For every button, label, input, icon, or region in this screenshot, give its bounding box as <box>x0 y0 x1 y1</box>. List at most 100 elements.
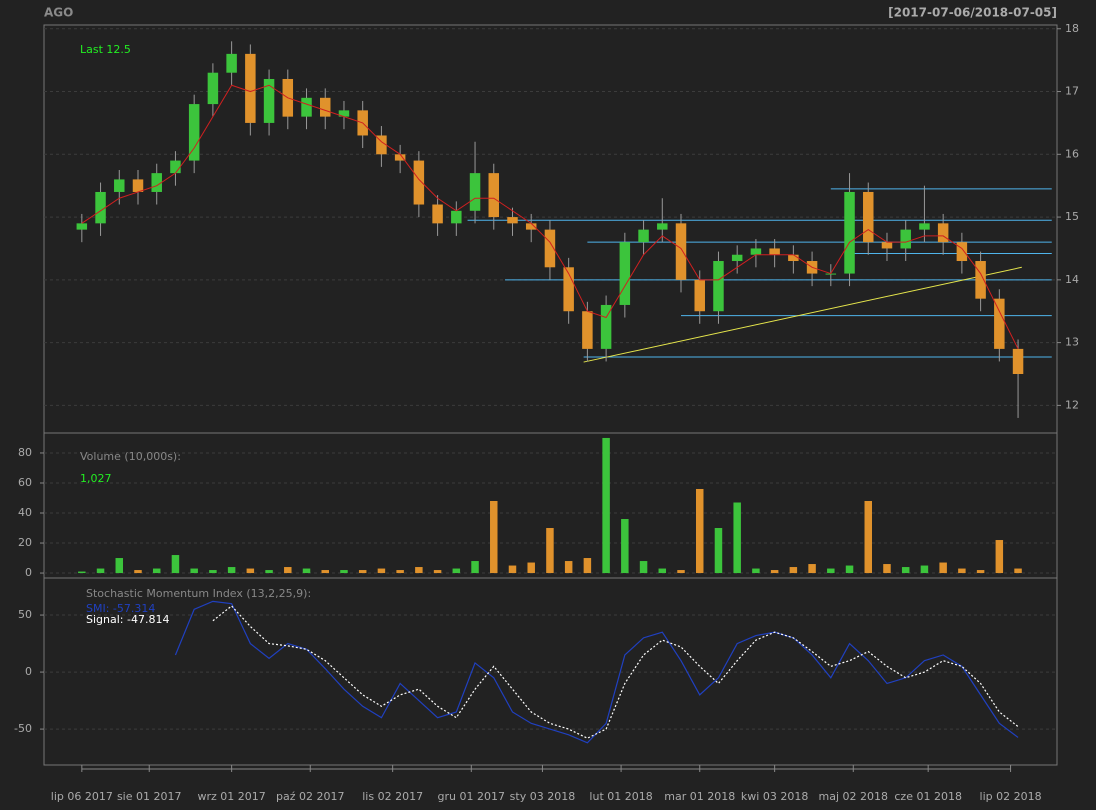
volume-bar <box>770 570 779 574</box>
volume-bar <box>134 570 142 574</box>
volume-bar <box>78 571 86 574</box>
volume-bar <box>864 500 873 574</box>
volume-bar <box>695 488 704 574</box>
y-tick-label: 40 <box>18 506 32 519</box>
candle-body <box>582 311 593 349</box>
volume-bar <box>677 570 685 574</box>
candle-body <box>675 223 687 280</box>
volume-bar <box>152 568 161 574</box>
candle-body <box>619 242 631 305</box>
candle-body <box>750 248 762 255</box>
y-tick-label: 0 <box>25 566 32 579</box>
candle-body <box>76 223 88 230</box>
volume-bar <box>340 570 348 574</box>
legend-entry: SMI: -57.314 <box>86 602 155 615</box>
candle-body <box>937 223 949 243</box>
candle-body <box>263 78 275 123</box>
candle-body <box>320 97 331 117</box>
volume-bar <box>752 568 760 574</box>
y-tick-label: 60 <box>18 476 32 489</box>
volume-bar <box>358 570 367 574</box>
candle-body <box>544 229 556 268</box>
panel-frame <box>43 577 1058 766</box>
y-tick-label: -50 <box>14 722 32 735</box>
volume-bar <box>639 561 648 574</box>
candle-body <box>207 72 219 105</box>
volume-bar <box>396 570 404 574</box>
candle-body <box>488 173 500 218</box>
x-tick-label: kwi 03 2018 <box>741 790 808 803</box>
x-tick-label: lip 06 2017 <box>51 790 113 803</box>
volume-bar <box>602 437 610 574</box>
candle-body <box>338 110 350 117</box>
volume-bar <box>471 561 479 574</box>
candle-body <box>188 104 200 161</box>
y-tick-label: 18 <box>1065 22 1079 35</box>
volume-bar <box>546 528 554 574</box>
volume-bar <box>789 567 798 574</box>
candle-body <box>956 242 968 262</box>
candle-body <box>95 191 106 224</box>
volume-bar <box>265 570 273 574</box>
volume-bar <box>284 567 292 574</box>
chart-title: AGO <box>44 6 73 20</box>
volume-bar <box>827 568 835 574</box>
volume-label: Volume (10,000s): <box>80 450 181 463</box>
candle-body <box>994 298 1005 349</box>
candle-body <box>863 191 874 243</box>
volume-bar <box>452 568 461 574</box>
volume-bar <box>321 570 329 574</box>
candle-body <box>769 248 780 255</box>
candle-body <box>151 173 162 192</box>
candle-body <box>713 261 724 312</box>
y-tick-label: 80 <box>18 446 32 459</box>
volume-bar <box>901 567 910 574</box>
candle-body <box>525 223 537 230</box>
y-tick-label: 20 <box>18 536 32 549</box>
x-tick-label: maj 02 2018 <box>819 790 889 803</box>
candle-body <box>844 191 855 274</box>
candle-body <box>731 254 743 262</box>
volume-bar <box>527 562 535 574</box>
candle-body <box>657 223 668 230</box>
smi-line <box>212 605 1019 739</box>
x-tick-label: sie 01 2017 <box>117 790 182 803</box>
candle-body <box>507 217 518 224</box>
volume-bar <box>995 540 1004 574</box>
volume-bar <box>845 565 854 574</box>
volume-bar <box>939 562 947 574</box>
volume-bar <box>415 567 423 574</box>
candle-body <box>881 242 893 249</box>
candle-body <box>432 204 443 224</box>
y-tick-label: 17 <box>1065 85 1079 98</box>
candle-body <box>469 173 481 211</box>
volume-bar <box>621 519 629 574</box>
volume-bar <box>733 502 741 574</box>
volume-bar <box>920 565 929 574</box>
y-tick-label: 13 <box>1065 336 1079 349</box>
volume-bar <box>433 570 442 574</box>
volume-last: 1,027 <box>80 472 112 485</box>
y-tick-label: 50 <box>18 608 32 621</box>
volume-bar <box>302 568 311 574</box>
candle-body <box>600 304 612 349</box>
legend-entry: Signal: -47.814 <box>86 613 169 626</box>
candle-body <box>170 160 181 174</box>
volume-bar <box>583 558 592 574</box>
volume-bar <box>490 500 498 574</box>
y-tick-label: 12 <box>1065 398 1079 411</box>
volume-bar <box>246 568 255 574</box>
volume-bar <box>508 565 517 574</box>
candle-body <box>451 210 462 224</box>
volume-bar <box>227 567 236 574</box>
last-price: Last 12.5 <box>80 43 131 56</box>
x-tick-label: paź 02 2017 <box>276 790 344 803</box>
volume-bar <box>171 555 180 574</box>
x-tick-label: cze 01 2018 <box>894 790 962 803</box>
volume-bar <box>377 568 386 574</box>
candle-body <box>563 267 574 312</box>
volume-bar <box>714 528 723 574</box>
candle-body <box>245 53 256 123</box>
